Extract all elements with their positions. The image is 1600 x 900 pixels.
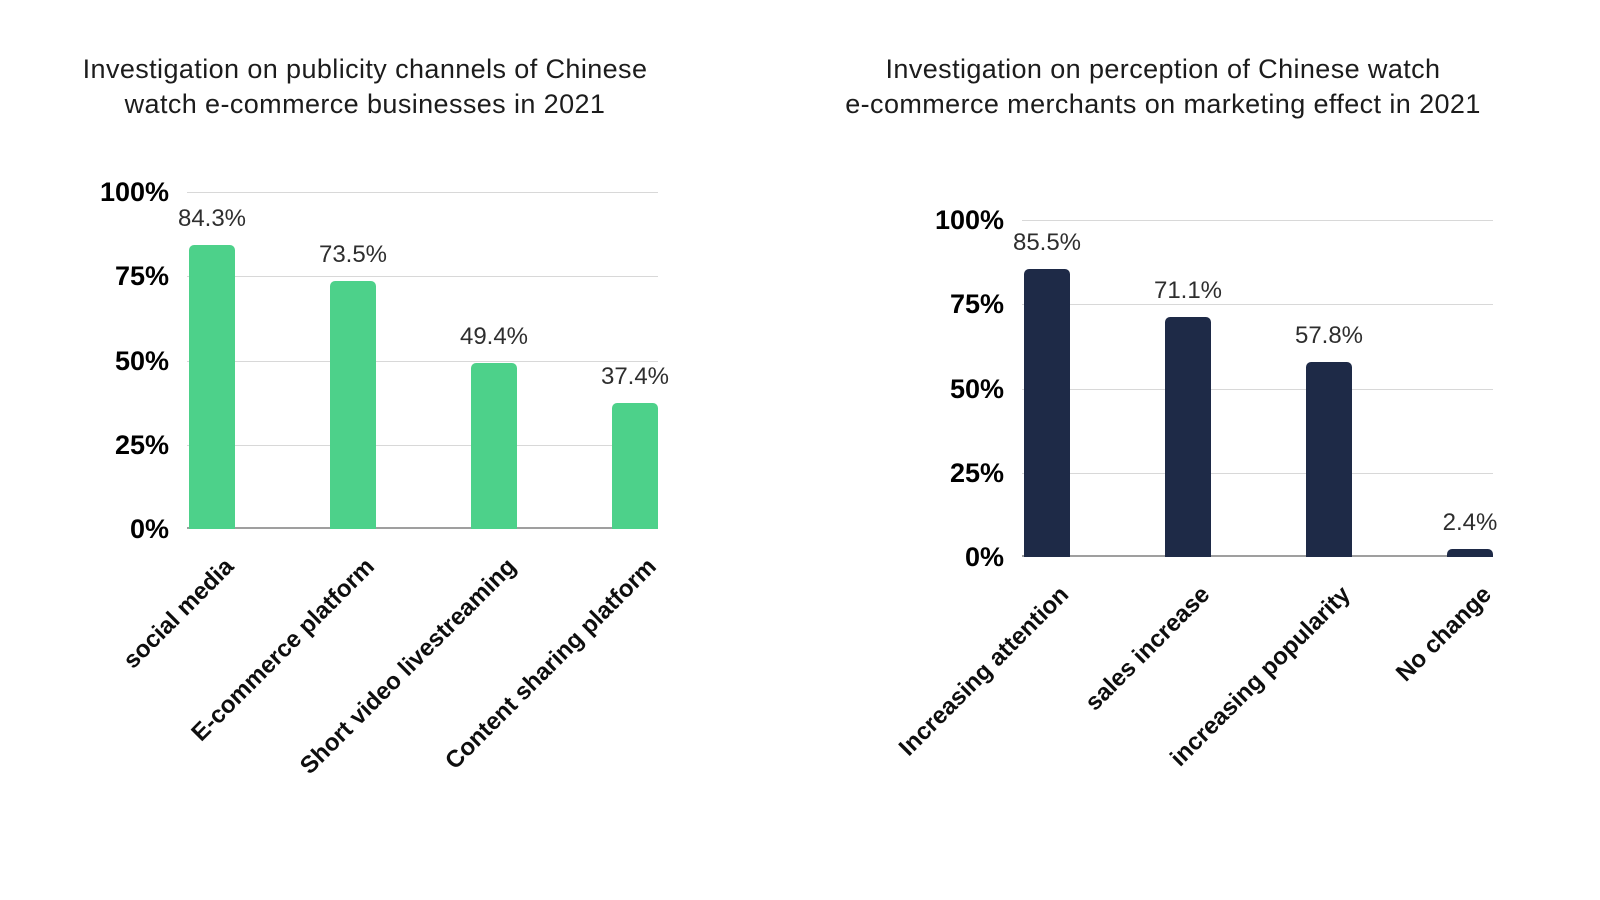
chart-title-line: Investigation on perception of Chinese w… <box>885 54 1441 84</box>
data-label: 57.8% <box>1294 322 1364 350</box>
y-tick-label: 75% <box>114 261 169 292</box>
data-label: 71.1% <box>1153 277 1223 305</box>
bar-slot: 71.1% <box>1154 220 1222 557</box>
bar-social-media: 84.3% <box>178 205 246 529</box>
gridline-25 <box>1022 472 1493 474</box>
x-axis-line <box>1022 555 1493 557</box>
bar-slot: 49.4% <box>460 192 528 529</box>
chart-title-line: Investigation on publicity channels of C… <box>82 54 648 84</box>
bar-slot: 85.5% <box>1013 220 1081 557</box>
bar-slot: 2.4% <box>1443 220 1497 557</box>
bar-no-change: 2.4% <box>1443 509 1497 557</box>
y-tick-label: 0% <box>964 542 1004 572</box>
bar-short-video-livestreaming: 49.4% <box>460 323 528 529</box>
plot-area: 100% 75% 50% 25% 0% 84.3% 73.5% 49.4% <box>100 178 669 780</box>
x-axis-line <box>187 527 658 529</box>
data-label: 49.4% <box>459 322 529 350</box>
gridline-100 <box>1022 220 1493 221</box>
y-tick-label: 0% <box>129 514 169 544</box>
x-category-label: Increasing attention <box>893 581 1075 762</box>
bar-slot: 57.8% <box>1295 220 1363 557</box>
data-label: 37.4% <box>600 362 670 390</box>
y-tick-label: 75% <box>949 289 1004 320</box>
bar-increasing-popularity: 57.8% <box>1295 322 1363 557</box>
bar-increasing-attention: 85.5% <box>1013 229 1081 557</box>
gridline-25 <box>187 444 658 446</box>
bar-slot: 73.5% <box>319 192 387 529</box>
data-label: 85.5% <box>1012 228 1082 256</box>
bar-slot: 84.3% <box>178 192 246 529</box>
chart-title-line: e-commerce merchants on marketing effect… <box>845 89 1481 119</box>
bar-slot: 37.4% <box>601 192 669 529</box>
x-category-label: No change <box>1391 581 1498 687</box>
chart-title: Investigation on publicity channels of C… <box>35 52 695 122</box>
data-label: 84.3% <box>177 204 247 232</box>
y-tick-label: 25% <box>114 429 169 460</box>
bar-sales-increase: 71.1% <box>1154 277 1222 557</box>
bar-content-sharing-platform: 37.4% <box>601 363 669 529</box>
x-category-label: sales increase <box>1079 581 1216 717</box>
y-tick-label: 50% <box>949 373 1004 404</box>
y-tick-label: 100% <box>99 177 169 207</box>
y-tick-label: 100% <box>934 205 1004 235</box>
chart-title: Investigation on perception of Chinese w… <box>810 52 1516 122</box>
data-label: 73.5% <box>318 241 388 269</box>
gridline-75 <box>187 276 658 278</box>
bar-ecommerce-platform: 73.5% <box>319 241 387 529</box>
gridline-100 <box>187 192 658 193</box>
y-tick-label: 25% <box>949 457 1004 488</box>
plot-area: 100% 75% 50% 25% 0% 85.5% 71.1% 57.8% <box>894 206 1498 772</box>
gridline-50 <box>1022 388 1493 390</box>
gridline-75 <box>1022 304 1493 306</box>
data-label: 2.4% <box>1442 508 1498 536</box>
chart-title-line: watch e-commerce businesses in 2021 <box>124 89 606 119</box>
y-tick-label: 50% <box>114 345 169 376</box>
gridline-50 <box>187 360 658 362</box>
